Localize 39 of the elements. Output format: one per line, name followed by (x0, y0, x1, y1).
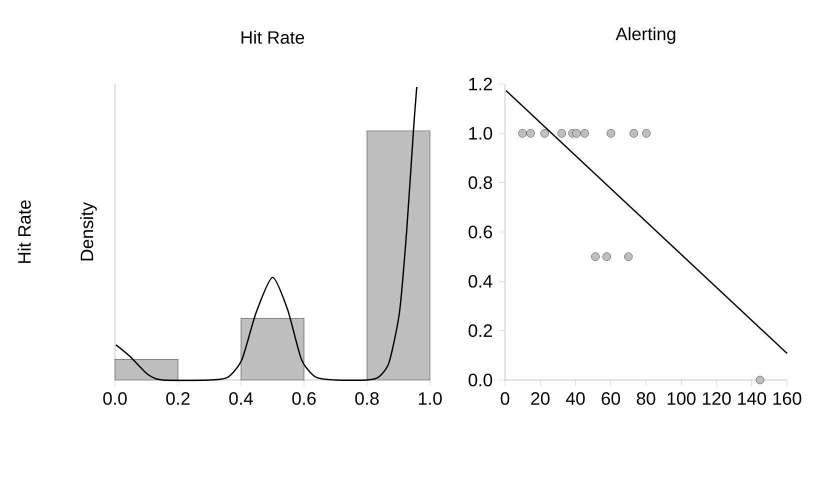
y-axis-title: Density (80, 202, 97, 260)
point (606, 129, 616, 138)
x-tick-label: 0.8 (355, 392, 379, 405)
x-tick-label: 160 (773, 392, 802, 405)
chart-title: Alerting (616, 27, 676, 44)
x-tick-label: 20 (531, 392, 550, 405)
x-tick-label: 1.0 (418, 392, 442, 405)
x-tick-label: 100 (668, 392, 696, 405)
x-tick-label: 0.4 (229, 392, 253, 405)
x-tick-label: 40 (566, 392, 585, 405)
y-tick-label: 1.2 (469, 78, 492, 90)
x-tick-label: 80 (636, 392, 656, 405)
point (624, 252, 633, 261)
point (526, 129, 535, 138)
y-tick-label: 0.6 (468, 226, 492, 238)
point (630, 129, 638, 138)
point (558, 129, 566, 138)
y-tick-label: 1.0 (469, 126, 492, 140)
x-tick-label: 0 (500, 392, 510, 405)
point (518, 129, 527, 138)
point (540, 129, 549, 138)
x-tick-label: 140 (738, 392, 766, 405)
point (756, 376, 764, 384)
point (572, 129, 581, 138)
text: Hit Rate (18, 200, 31, 263)
y-tick-label: 0.0 (468, 374, 492, 386)
point (602, 252, 611, 261)
point (580, 129, 589, 138)
point (591, 252, 600, 261)
point (642, 129, 651, 138)
x-tick-label: 120 (702, 392, 731, 405)
x-tick-label: 0.0 (103, 392, 127, 405)
y-tick-label: 0.2 (468, 324, 492, 338)
y-tick-label: 0.4 (468, 274, 492, 288)
x-tick-label: 60 (602, 392, 620, 405)
x-tick-label: 0.2 (166, 392, 190, 405)
y-tick-label: 0.8 (468, 176, 492, 190)
chart-title: Hit Rate (242, 30, 304, 44)
x-tick-label: 0.6 (292, 392, 316, 405)
